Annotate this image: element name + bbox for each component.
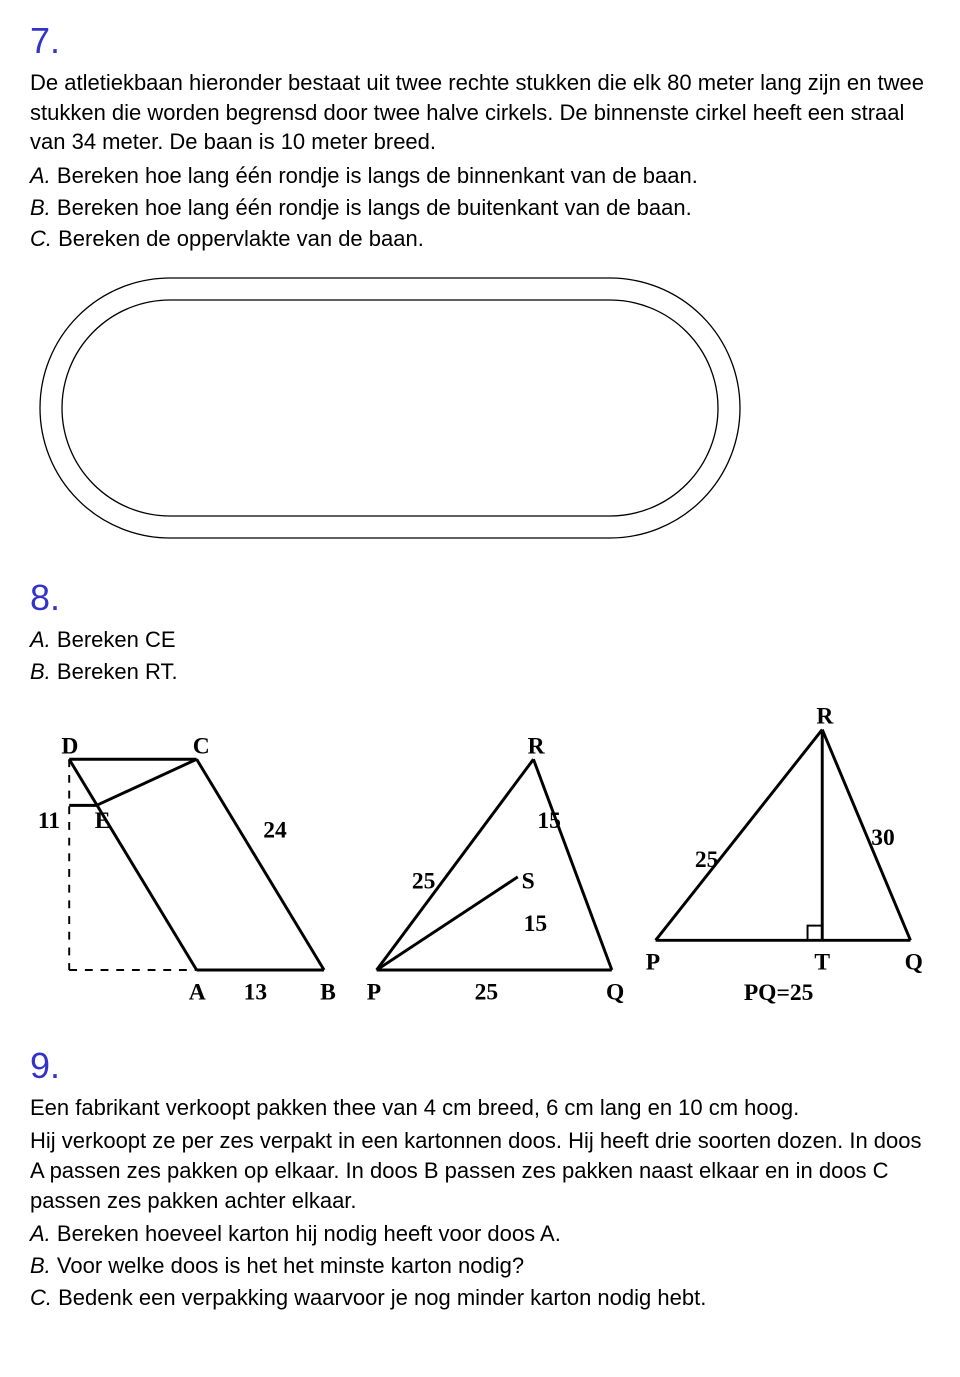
- fig1-label-11: 11: [38, 807, 60, 833]
- q9-b: B. Voor welke doos is het het minste kar…: [30, 1251, 930, 1281]
- fig3-svg: R P T Q 25 30 PQ=25: [636, 697, 930, 1017]
- question-8: 8. A. Bereken CE B. Bereken RT.: [30, 577, 930, 1016]
- track-outer: [40, 278, 740, 538]
- q7-c: C. Bereken de oppervlakte van de baan.: [30, 224, 930, 254]
- fig2-ps: [377, 876, 518, 969]
- fig2-svg: R P Q S 25 15 15 25: [357, 727, 631, 1017]
- q7-intro: De atletiekbaan hieronder bestaat uit tw…: [30, 68, 930, 157]
- fig1-label-13: 13: [244, 979, 268, 1005]
- fig1-svg: D C E A B 11 24 13: [30, 727, 353, 1017]
- q9-a-text: Bereken hoeveel karton hij nodig heeft v…: [57, 1221, 561, 1246]
- q7-c-text: Bereken de oppervlakte van de baan.: [58, 226, 424, 251]
- q8-b-text: Bereken RT.: [57, 659, 178, 684]
- geometry-figures: D C E A B 11 24 13 R P Q: [30, 697, 930, 1017]
- q8-a-text: Bereken CE: [57, 627, 176, 652]
- fig2-label-15a: 15: [538, 807, 562, 833]
- q9-c: C. Bedenk een verpakking waarvoor je nog…: [30, 1283, 930, 1313]
- fig3-pr: [656, 729, 823, 940]
- fig2-label-q: Q: [606, 979, 624, 1005]
- question-9: 9. Een fabrikant verkoopt pakken thee va…: [30, 1045, 930, 1313]
- fig2-label-r: R: [528, 733, 546, 759]
- fig2-label-s: S: [522, 868, 535, 894]
- q9-intro1: Een fabrikant verkoopt pakken thee van 4…: [30, 1093, 930, 1123]
- fig3-label-q: Q: [905, 949, 923, 975]
- fig1-ad: [69, 759, 196, 970]
- track-svg: [30, 268, 750, 548]
- q7-b-text: Bereken hoe lang één rondje is langs de …: [57, 195, 692, 220]
- q7-a-text: Bereken hoe lang één rondje is langs de …: [57, 163, 698, 188]
- fig3-right-angle: [807, 925, 822, 940]
- q9-b-text: Voor welke doos is het het minste karton…: [57, 1253, 524, 1278]
- fig1-label-b: B: [320, 979, 336, 1005]
- fig1-label-c: C: [193, 733, 210, 759]
- fig3-qr: [822, 729, 910, 940]
- fig2-label-25a: 25: [412, 868, 436, 894]
- fig1-ec: [97, 759, 197, 805]
- fig3-label-r: R: [816, 703, 834, 729]
- track-figure: [30, 268, 930, 553]
- fig1-label-24: 24: [263, 817, 287, 843]
- question-number-7: 7.: [30, 20, 930, 62]
- fig2-qr: [534, 759, 612, 970]
- question-number-8: 8.: [30, 577, 930, 619]
- fig2-pr: [377, 759, 534, 970]
- question-7: 7. De atletiekbaan hieronder bestaat uit…: [30, 20, 930, 553]
- fig2-label-p: P: [367, 979, 381, 1005]
- fig2-label-25b: 25: [475, 979, 499, 1005]
- fig3-label-30: 30: [871, 825, 895, 851]
- question-number-9: 9.: [30, 1045, 930, 1087]
- q9-a: A. Bereken hoeveel karton hij nodig heef…: [30, 1219, 930, 1249]
- q7-b: B. Bereken hoe lang één rondje is langs …: [30, 193, 930, 223]
- fig1-label-a: A: [189, 979, 206, 1005]
- fig1-label-e: E: [95, 807, 111, 833]
- fig3-label-25: 25: [695, 846, 719, 872]
- track-inner: [62, 300, 718, 516]
- q8-b: B. Bereken RT.: [30, 657, 930, 687]
- q7-a: A. Bereken hoe lang één rondje is langs …: [30, 161, 930, 191]
- fig1-label-d: D: [61, 733, 78, 759]
- fig3-label-pq: PQ=25: [744, 980, 814, 1006]
- fig3-label-t: T: [814, 949, 830, 975]
- q9-c-text: Bedenk een verpakking waarvoor je nog mi…: [58, 1285, 706, 1310]
- q9-intro2: Hij verkoopt ze per zes verpakt in een k…: [30, 1126, 930, 1215]
- fig3-label-p: P: [646, 949, 660, 975]
- fig1-cb: [197, 759, 324, 970]
- q8-a: A. Bereken CE: [30, 625, 930, 655]
- fig2-label-15b: 15: [524, 910, 548, 936]
